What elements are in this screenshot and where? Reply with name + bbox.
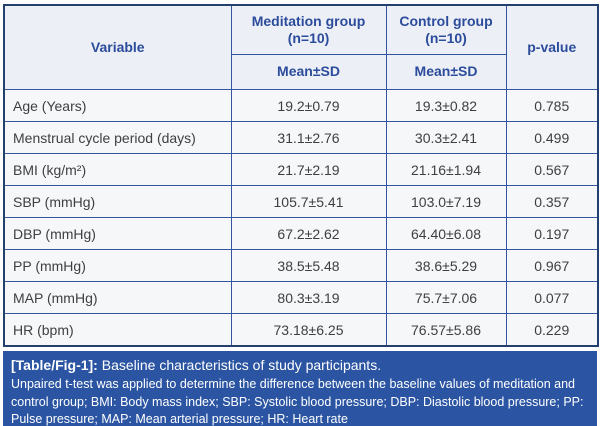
meditation-value-cell: 21.7±2.19 [230,153,387,186]
variable-cell: SBP (mmHg) [3,185,232,218]
table-row: Menstrual cycle period (days) 31.1±2.76 … [3,121,599,154]
p-value-cell: 0.077 [505,281,599,314]
header-row-meansd: Mean±SD Mean±SD [4,54,598,90]
variable-cell: DBP (mmHg) [3,217,232,250]
meditation-value-cell: 105.7±5.41 [230,185,387,218]
variable-cell: Menstrual cycle period (days) [3,121,232,154]
control-value-cell: 103.0±7.19 [385,185,507,218]
variable-cell: PP (mmHg) [3,249,232,282]
meditation-value-cell: 38.5±5.48 [230,249,387,282]
header-row-groups: Variable Meditation group (n=10) Control… [3,4,599,90]
variable-cell: HR (bpm) [3,313,232,347]
column-header-meditation-group: Meditation group (n=10) [230,4,387,55]
variable-cell: MAP (mmHg) [3,281,232,314]
p-value-cell: 0.785 [505,89,599,122]
control-value-cell: 21.16±1.94 [385,153,507,186]
column-header-p-value: p-value [505,4,599,90]
meditation-value-cell: 73.18±6.25 [230,313,387,347]
control-value-cell: 75.7±7.06 [385,281,507,314]
caption-title: Baseline characteristics of study partic… [97,357,382,373]
table-row: DBP (mmHg) 67.2±2.62 64.40±6.08 0.197 [3,217,599,250]
table-row: HR (bpm) 73.18±6.25 76.57±5.86 0.229 [3,313,599,347]
table-row: SBP (mmHg) 105.7±5.41 103.0±7.19 0.357 [3,185,599,218]
table-body: Age (Years) 19.2±0.79 19.3±0.82 0.785 Me… [3,89,599,347]
table-caption-block: [Table/Fig-1]: Baseline characteristics … [3,351,597,426]
variable-cell: BMI (kg/m²) [3,153,232,186]
table-row: PP (mmHg) 38.5±5.48 38.6±5.29 0.967 [3,249,599,282]
table-row: Age (Years) 19.2±0.79 19.3±0.82 0.785 [3,89,599,122]
control-value-cell: 30.3±2.41 [385,121,507,154]
p-value-cell: 0.229 [505,313,599,347]
p-value-cell: 0.967 [505,249,599,282]
meditation-value-cell: 19.2±0.79 [230,89,387,122]
baseline-characteristics-table: Variable Meditation group (n=10) Control… [3,4,599,347]
column-header-meansd-control: Mean±SD [385,54,507,90]
column-header-control-group: Control group (n=10) [385,4,507,55]
p-value-cell: 0.499 [505,121,599,154]
table-row: MAP (mmHg) 80.3±3.19 75.7±7.06 0.077 [3,281,599,314]
column-header-variable: Variable [3,4,232,90]
caption-label: [Table/Fig-1]: [11,357,98,373]
control-value-cell: 38.6±5.29 [385,249,507,282]
variable-cell: Age (Years) [3,89,232,122]
p-value-cell: 0.357 [505,185,599,218]
control-value-cell: 19.3±0.82 [385,89,507,122]
control-value-cell: 76.57±5.86 [385,313,507,347]
caption-footnote: Unpaired t-test was applied to determine… [11,376,584,426]
table-row: BMI (kg/m²) 21.7±2.19 21.16±1.94 0.567 [3,153,599,186]
meditation-value-cell: 67.2±2.62 [230,217,387,250]
table-header: Variable Meditation group (n=10) Control… [3,4,599,90]
column-header-meansd-meditation: Mean±SD [230,54,387,90]
meditation-value-cell: 80.3±3.19 [230,281,387,314]
control-value-cell: 64.40±6.08 [385,217,507,250]
meditation-value-cell: 31.1±2.76 [230,121,387,154]
caption-title-line: [Table/Fig-1]: Baseline characteristics … [11,356,589,375]
p-value-cell: 0.567 [505,153,599,186]
p-value-cell: 0.197 [505,217,599,250]
